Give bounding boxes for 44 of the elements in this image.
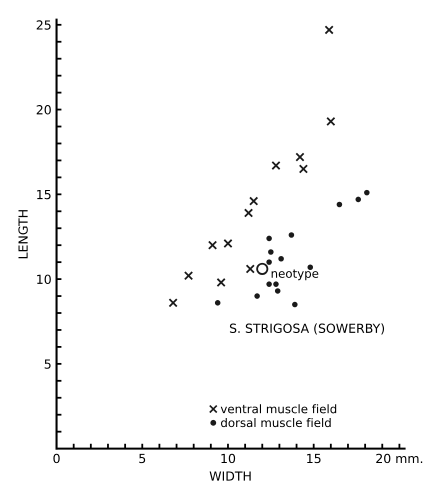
x-tick-label: 5 (139, 454, 146, 464)
point (295, 152, 305, 162)
point (273, 281, 279, 287)
point (268, 249, 274, 255)
point (326, 116, 336, 126)
point (266, 259, 272, 265)
y-tick-label: 5 (44, 360, 51, 369)
x-axis-title: WIDTH (210, 472, 251, 481)
x-tick-label: 20 mm. (376, 454, 422, 464)
point (288, 232, 294, 238)
y-tick-label: 10 (37, 274, 51, 284)
point (266, 281, 272, 287)
annotation: S. STRIGOSA (SOWERBY) (230, 323, 384, 334)
point (184, 271, 194, 280)
legend-label: dorsal muscle field (221, 418, 331, 428)
point (364, 190, 370, 196)
annotation: neotype (272, 269, 318, 280)
point (223, 238, 233, 248)
y-tick-label: 20 (36, 105, 51, 114)
x-tick-label: 15 (307, 454, 321, 464)
point (271, 160, 281, 170)
point (324, 25, 334, 34)
point (274, 288, 280, 294)
point (214, 300, 220, 306)
point (355, 196, 362, 202)
point (256, 262, 268, 275)
point (298, 164, 308, 174)
point (292, 302, 298, 308)
point (278, 256, 284, 262)
legend-label: ventral muscle field (220, 404, 336, 414)
point (208, 240, 218, 250)
point (216, 278, 226, 288)
point (246, 264, 255, 274)
x-tick-label: 0 (53, 454, 60, 464)
point (254, 293, 260, 299)
y-tick-label: 15 (37, 190, 51, 200)
y-tick-label: 25 (36, 20, 51, 30)
y-axis-title: LENGTH (18, 210, 28, 258)
point (244, 208, 254, 218)
point (168, 298, 178, 308)
point (249, 196, 258, 206)
x-tick-label: 10 (221, 454, 236, 464)
point (266, 236, 272, 242)
point (336, 202, 342, 208)
